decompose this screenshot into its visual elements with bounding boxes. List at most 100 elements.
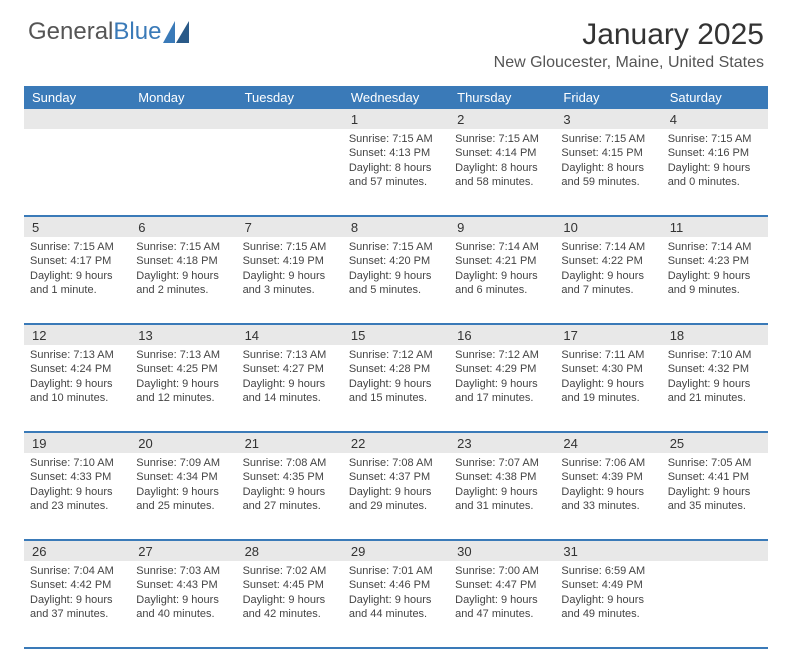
sunset-text: Sunset: 4:45 PM (243, 578, 337, 592)
day-number: 10 (555, 217, 661, 237)
daylight-text-1: Daylight: 9 hours (243, 377, 337, 391)
day-number: 18 (662, 325, 768, 345)
day-number: 22 (343, 433, 449, 453)
sunrise-text: Sunrise: 7:10 AM (30, 456, 124, 470)
day-header-row: Sunday Monday Tuesday Wednesday Thursday… (24, 86, 768, 109)
day-number: 27 (130, 541, 236, 561)
sunrise-text: Sunrise: 7:04 AM (30, 564, 124, 578)
daylight-text-2: and 29 minutes. (349, 499, 443, 513)
sunrise-text: Sunrise: 7:13 AM (30, 348, 124, 362)
sunset-text: Sunset: 4:18 PM (136, 254, 230, 268)
day-cell: Sunrise: 7:13 AMSunset: 4:24 PMDaylight:… (24, 345, 130, 431)
day-number: 17 (555, 325, 661, 345)
day-cell: Sunrise: 7:02 AMSunset: 4:45 PMDaylight:… (237, 561, 343, 647)
sunrise-text: Sunrise: 7:15 AM (561, 132, 655, 146)
daylight-text-2: and 57 minutes. (349, 175, 443, 189)
daylight-text-2: and 2 minutes. (136, 283, 230, 297)
sunset-text: Sunset: 4:24 PM (30, 362, 124, 376)
sunset-text: Sunset: 4:32 PM (668, 362, 762, 376)
daylight-text-1: Daylight: 9 hours (349, 269, 443, 283)
daylight-text-1: Daylight: 9 hours (243, 593, 337, 607)
sunset-text: Sunset: 4:42 PM (30, 578, 124, 592)
daylight-text-1: Daylight: 9 hours (243, 485, 337, 499)
week-row: Sunrise: 7:13 AMSunset: 4:24 PMDaylight:… (24, 345, 768, 433)
day-number: 7 (237, 217, 343, 237)
day-number: 6 (130, 217, 236, 237)
daylight-text-1: Daylight: 9 hours (455, 485, 549, 499)
day-cell: Sunrise: 7:12 AMSunset: 4:29 PMDaylight:… (449, 345, 555, 431)
day-cell: Sunrise: 7:15 AMSunset: 4:14 PMDaylight:… (449, 129, 555, 215)
day-number: 20 (130, 433, 236, 453)
sunrise-text: Sunrise: 7:15 AM (30, 240, 124, 254)
week-row: Sunrise: 7:10 AMSunset: 4:33 PM Daylight:… (24, 453, 768, 541)
month-title: January 2025 (494, 18, 764, 52)
day-number (130, 109, 236, 129)
daynum-row: 567891011 (24, 217, 768, 237)
week-row: Sunrise: 7:04 AMSunset: 4:42 PM Daylight:… (24, 561, 768, 649)
day-number: 28 (237, 541, 343, 561)
daynum-row: 1234 (24, 109, 768, 129)
daynum-row: 12131415161718 (24, 325, 768, 345)
daylight-text-1: Daylight: 9 hours (561, 593, 655, 607)
sunrise-text: Sunrise: 7:14 AM (561, 240, 655, 254)
day-cell: Sunrise: 6:59 AMSunset: 4:49 PMDaylight:… (555, 561, 661, 647)
daylight-text-1: Daylight: 9 hours (668, 377, 762, 391)
sunset-text: Sunset: 4:14 PM (455, 146, 549, 160)
daylight-text-2: and 15 minutes. (349, 391, 443, 405)
daylight-text-2: and 14 minutes. (243, 391, 337, 405)
day-cell: Sunrise: 7:08 AMSunset: 4:35 PMDaylight:… (237, 453, 343, 539)
sunrise-text: Sunrise: 7:08 AM (243, 456, 337, 470)
logo-icon (163, 21, 189, 43)
daylight-text-1: Daylight: 9 hours (243, 269, 337, 283)
day-cell: Sunrise: 7:04 AMSunset: 4:42 PMDaylight:… (24, 561, 130, 647)
daylight-text-1: Daylight: 9 hours (668, 485, 762, 499)
sunrise-text: Sunrise: 7:13 AM (243, 348, 337, 362)
location-text: New Gloucester, Maine, United States (494, 54, 764, 72)
sunset-text: Sunset: 4:34 PM (136, 470, 230, 484)
day-number: 30 (449, 541, 555, 561)
daylight-text-2: and 23 minutes. (30, 499, 124, 513)
day-number: 23 (449, 433, 555, 453)
day-number: 4 (662, 109, 768, 129)
day-cell: Sunrise: 7:08 AMSunset: 4:37 PMDaylight:… (343, 453, 449, 539)
logo-text-2: Blue (113, 18, 161, 46)
sunrise-text: Sunrise: 7:15 AM (668, 132, 762, 146)
sunset-text: Sunset: 4:46 PM (349, 578, 443, 592)
daylight-text-2: and 40 minutes. (136, 607, 230, 621)
day-number: 25 (662, 433, 768, 453)
day-cell: Sunrise: 7:14 AMSunset: 4:21 PMDaylight:… (449, 237, 555, 323)
day-cell: Sunrise: 7:06 AMSunset: 4:39 PMDaylight:… (555, 453, 661, 539)
daylight-text-1: Daylight: 9 hours (668, 269, 762, 283)
day-number: 11 (662, 217, 768, 237)
sunset-text: Sunset: 4:13 PM (349, 146, 443, 160)
logo: GeneralBlue (28, 18, 189, 46)
day-cell (24, 129, 130, 215)
sunset-text: Sunset: 4:29 PM (455, 362, 549, 376)
sunrise-text: Sunrise: 7:13 AM (136, 348, 230, 362)
daylight-text-2: and 7 minutes. (561, 283, 655, 297)
daylight-text-1: Daylight: 9 hours (136, 269, 230, 283)
daylight-text-1: Daylight: 8 hours (455, 161, 549, 175)
day-number: 5 (24, 217, 130, 237)
day-cell: Sunrise: 7:11 AMSunset: 4:30 PMDaylight:… (555, 345, 661, 431)
week-row: Sunrise: 7:15 AMSunset: 4:17 PMDaylight:… (24, 237, 768, 325)
day-cell: Sunrise: 7:13 AMSunset: 4:25 PMDaylight:… (130, 345, 236, 431)
sunset-text: Sunset: 4:23 PM (668, 254, 762, 268)
day-cell: Sunrise: 7:15 AMSunset: 4:18 PMDaylight:… (130, 237, 236, 323)
sunrise-text: Sunrise: 7:15 AM (349, 132, 443, 146)
day-number: 12 (24, 325, 130, 345)
sunset-text: Sunset: 4:33 PM (30, 470, 124, 484)
sunset-text: Sunset: 4:20 PM (349, 254, 443, 268)
day-header: Wednesday (343, 86, 449, 109)
day-number: 26 (24, 541, 130, 561)
day-cell: Sunrise: 7:01 AMSunset: 4:46 PMDaylight:… (343, 561, 449, 647)
daylight-text-1: Daylight: 9 hours (349, 377, 443, 391)
sunrise-text: Sunrise: 7:03 AM (136, 564, 230, 578)
day-cell: Sunrise: 7:00 AMSunset: 4:47 PMDaylight:… (449, 561, 555, 647)
day-cell: Sunrise: 7:15 AMSunset: 4:19 PMDaylight:… (237, 237, 343, 323)
daynum-row: 19202122232425 (24, 433, 768, 453)
day-number (24, 109, 130, 129)
day-number (237, 109, 343, 129)
daylight-text-2: and 27 minutes. (243, 499, 337, 513)
daylight-text-2: and 9 minutes. (668, 283, 762, 297)
